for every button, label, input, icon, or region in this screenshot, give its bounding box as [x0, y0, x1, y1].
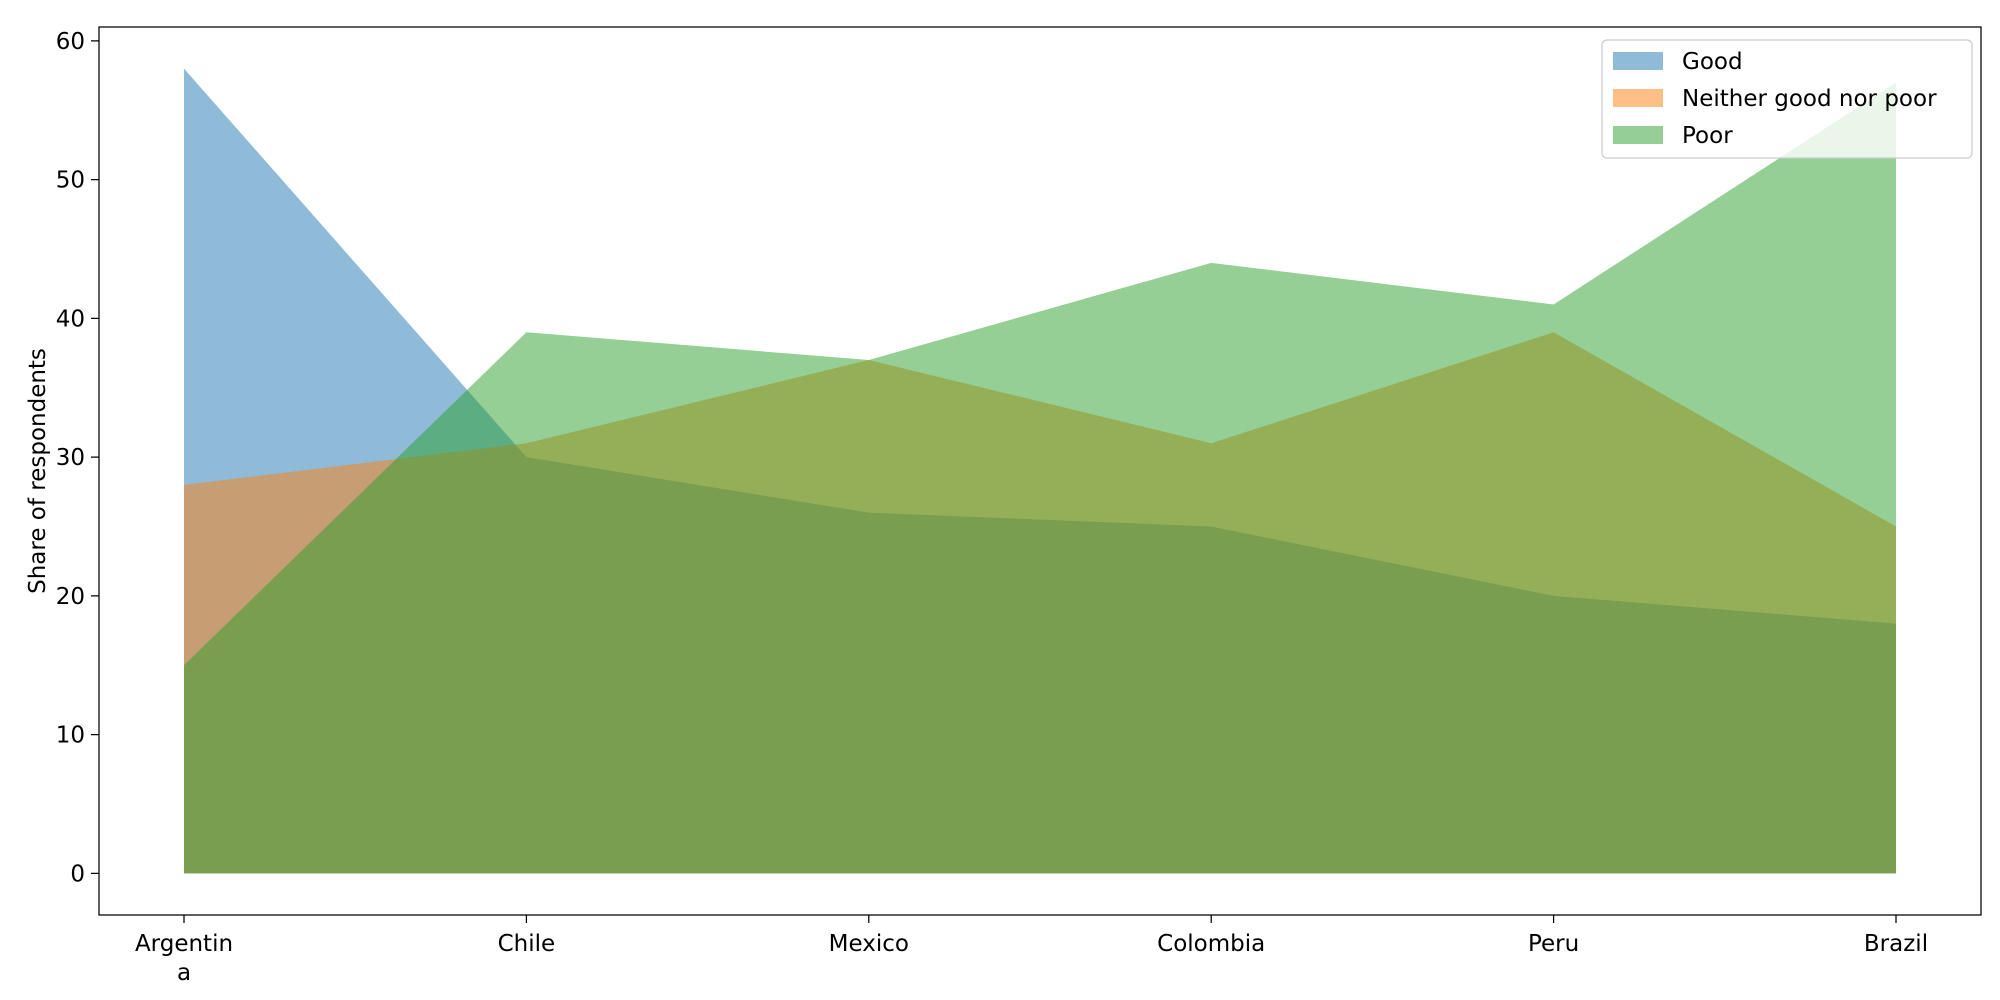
legend: Good Neither good nor poor Poor	[1601, 39, 1973, 159]
legend-box	[1601, 39, 1973, 159]
area-series-poor	[184, 82, 1896, 874]
y-axis: 0 10 20 30 40 50 60	[56, 29, 99, 887]
x-tick-label-mexico: Mexico	[829, 931, 909, 957]
x-tick-label-peru: Peru	[1528, 931, 1579, 957]
x-tick-label-chile: Chile	[498, 931, 556, 957]
areas-layer	[184, 68, 1896, 874]
y-tick-label: 10	[56, 723, 85, 749]
legend-swatch-neither-good-nor-poor	[1613, 89, 1663, 107]
legend-label-poor: Poor	[1682, 123, 1733, 149]
legend-swatch-good	[1613, 52, 1663, 70]
y-tick-label: 20	[56, 584, 85, 610]
legend-label-neither-good-nor-poor: Neither good nor poor	[1682, 86, 1937, 112]
x-axis: Argentin a Chile Mexico Colombia Peru Brazil	[135, 915, 1928, 986]
y-tick-label: 40	[56, 306, 85, 332]
y-tick-label: 0	[70, 861, 85, 887]
x-tick-label-argentina: Argentin a	[135, 931, 233, 986]
x-tick-label-colombia: Colombia	[1157, 931, 1265, 957]
plot-frame	[98, 26, 1982, 916]
legend-label-good: Good	[1682, 49, 1743, 75]
y-tick-label: 30	[56, 445, 85, 471]
y-tick-label: 60	[56, 29, 85, 55]
y-tick-label: 50	[56, 168, 85, 194]
legend-swatch-poor	[1613, 126, 1663, 144]
y-axis-label: Share of respondents	[25, 348, 51, 594]
x-tick-label-brazil: Brazil	[1864, 931, 1928, 957]
